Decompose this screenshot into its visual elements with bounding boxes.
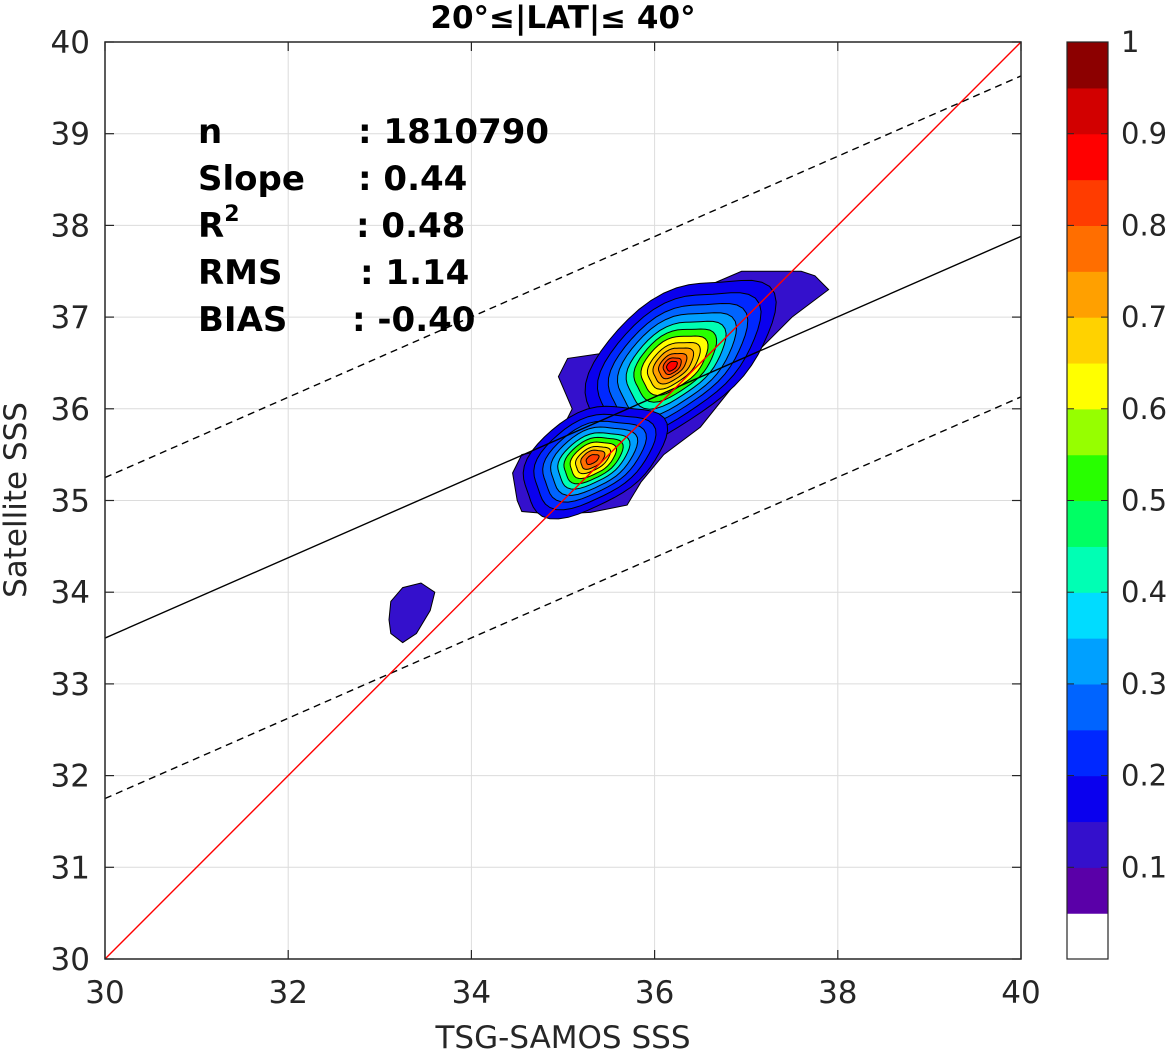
colorbar-tick-label: 0.6	[1121, 392, 1167, 426]
y-tick-label: 34	[51, 575, 90, 611]
y-tick-label: 33	[51, 667, 90, 703]
x-axis-label: TSG-SAMOS SSS	[435, 1020, 691, 1055]
colorbar-swatch	[1067, 87, 1108, 135]
grid	[104, 41, 1022, 960]
y-tick-label: 32	[51, 759, 90, 795]
colorbar-swatch	[1067, 821, 1108, 868]
y-tick-label: 40	[51, 25, 90, 61]
colorbar-swatch	[1067, 362, 1108, 410]
chart-title: 20°≤|LAT|≤ 40°	[430, 0, 695, 36]
lower-bound-dashed-line	[105, 396, 1021, 800]
y-tick-label: 31	[51, 850, 90, 886]
x-tick-label: 40	[1001, 975, 1040, 1011]
colorbar-swatch	[1067, 133, 1108, 181]
y-tick-label: 39	[51, 117, 90, 153]
y-tick-label: 38	[51, 208, 90, 244]
colorbar-tick-label: 0.2	[1121, 759, 1167, 793]
colorbar-swatch	[1067, 867, 1108, 914]
colorbar: 0.1 0.2 0.3 0.4 0.5 0.6 0.7 0.8 0.9 1	[1066, 25, 1167, 960]
stat-superscript: 2	[224, 202, 239, 227]
stat-label: n	[198, 112, 222, 152]
x-tick-label: 32	[268, 975, 307, 1011]
y-tick-label: 37	[51, 300, 90, 336]
colorbar-tick-label: 0.4	[1121, 575, 1167, 609]
colorbar-tick-label: 0.9	[1121, 117, 1167, 151]
stat-label: RMS	[198, 253, 283, 293]
colorbar-swatch	[1067, 683, 1108, 731]
contour-band	[388, 582, 436, 644]
x-tick-label: 34	[452, 975, 491, 1011]
stat-value: : -0.40	[352, 300, 475, 340]
x-tick-label: 30	[85, 975, 124, 1011]
contour-band	[665, 360, 678, 372]
stat-value: : 0.44	[358, 159, 467, 199]
y-tick-label: 35	[51, 484, 90, 520]
colorbar-tick-label: 1	[1121, 25, 1139, 59]
colorbar-swatch	[1067, 408, 1108, 456]
colorbar-swatch	[1067, 500, 1108, 547]
reference-lines	[105, 42, 1021, 959]
colorbar-swatch	[1067, 638, 1108, 685]
stats-box: n : 1810790 Slope : 0.44 R2 : 0.48 RMS : 1.14 BI…	[198, 112, 549, 340]
one-to-one-line	[105, 42, 1021, 959]
colorbar-tick-label: 0.1	[1121, 850, 1167, 884]
stat-value: : 1.14	[360, 253, 469, 293]
colorbar-tick-label: 0.3	[1121, 667, 1167, 701]
upper-bound-dashed-line	[105, 75, 1021, 479]
regression-line	[105, 235, 1021, 639]
colorbar-swatch	[1067, 546, 1108, 593]
colorbar-swatch	[1067, 225, 1108, 272]
stat-label: R2	[198, 202, 240, 246]
stat-value: : 1810790	[358, 112, 549, 152]
y-axis-label: Satellite SSS	[0, 402, 34, 598]
colorbar-swatch	[1067, 729, 1108, 777]
y-tick-labels: 30 31 32 33 34 35 36 37 38 39 40	[51, 25, 90, 978]
colorbar-swatch	[1067, 454, 1108, 502]
y-tick-label: 36	[51, 392, 90, 428]
x-tick-labels: 30 32 34 36 38 40	[85, 975, 1040, 1011]
stat-label: BIAS	[198, 300, 287, 340]
colorbar-swatch	[1067, 775, 1108, 823]
colorbar-swatch	[1067, 42, 1108, 89]
colorbar-swatch	[1067, 179, 1108, 226]
y-tick-label: 30	[51, 942, 90, 978]
axis-ticks	[104, 41, 1022, 960]
contour-band	[585, 454, 600, 465]
colorbar-tick-label: 0.5	[1121, 484, 1167, 518]
colorbar-swatch	[1067, 913, 1108, 960]
colorbar-swatch	[1067, 271, 1108, 318]
colorbar-swatch	[1067, 317, 1108, 364]
colorbar-swatch	[1067, 592, 1108, 639]
colorbar-tick-label: 0.8	[1121, 208, 1167, 242]
stat-label: Slope	[198, 159, 305, 199]
x-tick-label: 36	[635, 975, 674, 1011]
x-tick-label: 38	[818, 975, 857, 1011]
stat-value: : 0.48	[356, 206, 465, 246]
colorbar-tick-label: 0.7	[1121, 300, 1167, 334]
